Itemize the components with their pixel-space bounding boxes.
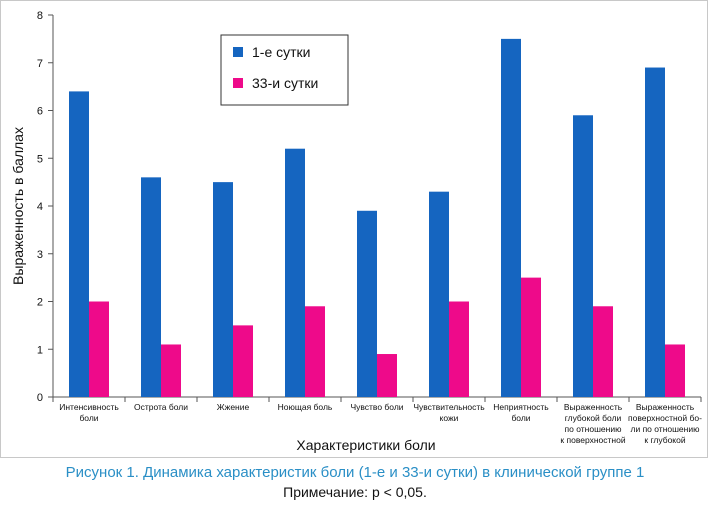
bar-day1 xyxy=(213,182,233,397)
bar-day33 xyxy=(161,344,181,397)
figure-caption: Рисунок 1. Динамика характеристик боли (… xyxy=(65,464,645,481)
bar-day1 xyxy=(69,91,89,398)
x-tick-label: Ноющая боль xyxy=(278,402,333,412)
y-tick-label: 2 xyxy=(37,297,43,309)
y-tick-label: 3 xyxy=(37,249,43,261)
bar-day1 xyxy=(141,177,161,397)
legend-label: 1-е сутки xyxy=(252,44,310,60)
y-tick-label: 8 xyxy=(37,10,43,22)
y-axis-title: Выраженность в баллах xyxy=(10,127,26,285)
legend-label: 33-и сутки xyxy=(252,75,318,91)
y-tick-label: 7 xyxy=(37,58,43,70)
bar-chart: 0 1 2 3 4 5 6 7 8 Интенсивность боли Острота боли Ж… xyxy=(10,10,702,453)
x-tick-label: Жжение xyxy=(217,402,250,412)
x-tick-label: Чувство боли xyxy=(350,402,403,412)
x-axis-title: Характеристики боли xyxy=(296,437,435,453)
legend-swatch xyxy=(233,78,243,88)
figure-note: Примечание: p < 0,05. xyxy=(283,484,427,500)
y-tick-label: 5 xyxy=(37,153,43,165)
legend-swatch xyxy=(233,47,243,57)
bar-day33 xyxy=(521,277,541,397)
legend-box xyxy=(220,34,349,106)
bar-day33 xyxy=(89,301,109,397)
bar-day1 xyxy=(429,191,449,397)
x-tick-label: Выраженность глубокой боли по отношению к п… xyxy=(560,402,625,445)
bar-day1 xyxy=(285,148,305,397)
x-tick-label: Выраженность поверхностной бо-ли по отнош… xyxy=(628,402,702,445)
x-tick-label: Неприятность боли xyxy=(493,402,549,423)
bar-day33 xyxy=(449,301,469,397)
bar-day33 xyxy=(665,344,685,397)
bar-day1 xyxy=(573,115,593,398)
chart-bars xyxy=(69,38,685,398)
bar-day33 xyxy=(593,306,613,397)
bar-day1 xyxy=(645,67,665,398)
bar-day33 xyxy=(305,306,325,397)
bar-day33 xyxy=(377,354,397,397)
y-tick-label: 1 xyxy=(37,344,43,356)
bar-day1 xyxy=(501,38,521,397)
x-tick-label: Интенсивность боли xyxy=(59,402,119,423)
y-tick-label: 4 xyxy=(37,201,43,213)
legend: 1-е сутки 33-и сутки xyxy=(220,34,349,106)
x-tick-labels: Интенсивность боли Острота боли Жжение Ноюща… xyxy=(59,402,702,445)
x-tick-label: Острота боли xyxy=(134,402,188,412)
bar-day33 xyxy=(233,325,253,397)
bar-day1 xyxy=(357,210,377,397)
y-tick-label: 0 xyxy=(37,392,43,404)
y-tick-label: 6 xyxy=(37,106,43,118)
chart-frame: 0 1 2 3 4 5 6 7 8 Интенсивность боли Острота боли Ж… xyxy=(0,0,708,458)
x-tick-label: Чувствительность кожи xyxy=(413,402,485,423)
